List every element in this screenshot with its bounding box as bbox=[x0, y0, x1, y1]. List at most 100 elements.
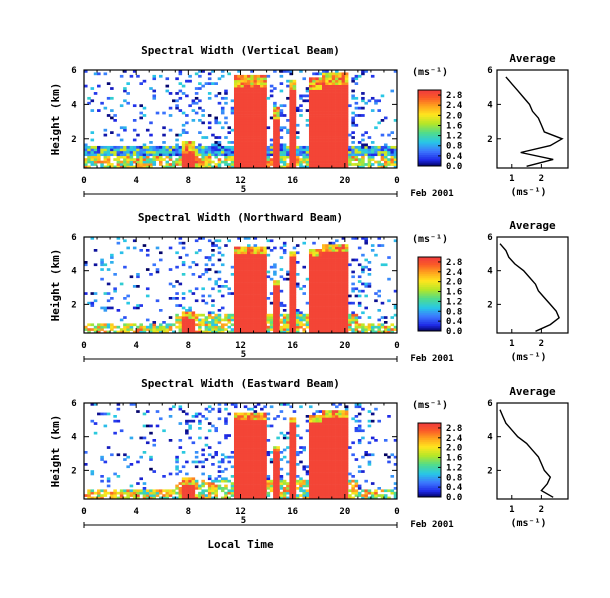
heatmap-cell bbox=[312, 318, 316, 322]
heatmap-cell bbox=[315, 494, 320, 497]
heatmap-cell bbox=[308, 87, 313, 90]
heatmap-cell bbox=[253, 431, 258, 435]
heatmap-cell bbox=[289, 311, 293, 315]
heatmap-cell bbox=[185, 150, 189, 154]
heatmap-cell bbox=[220, 323, 225, 327]
heatmap-cell bbox=[250, 251, 254, 255]
heatmap-cell bbox=[295, 131, 300, 134]
heatmap-cell bbox=[250, 479, 254, 483]
heatmap-cell bbox=[328, 158, 333, 161]
heatmap-cell bbox=[315, 294, 320, 298]
heatmap-cell bbox=[253, 89, 258, 93]
heatmap-cell bbox=[380, 148, 385, 152]
heatmap-cell bbox=[344, 289, 349, 293]
heatmap-cell bbox=[315, 496, 320, 500]
heatmap-cell bbox=[361, 70, 365, 73]
heatmap-cell bbox=[106, 155, 111, 159]
heatmap-cell bbox=[269, 292, 274, 295]
heatmap-cell bbox=[181, 482, 186, 485]
heatmap-cell bbox=[233, 114, 238, 117]
heatmap-cell bbox=[145, 268, 150, 271]
heatmap-cell bbox=[308, 251, 313, 255]
heatmap-cell bbox=[165, 330, 170, 334]
heatmap-cell bbox=[322, 484, 326, 488]
heatmap-cell bbox=[253, 163, 258, 166]
heatmap-cell bbox=[256, 431, 261, 435]
heatmap-cell bbox=[308, 455, 313, 459]
heatmap-cell bbox=[256, 246, 261, 250]
heatmap-cell bbox=[328, 479, 333, 483]
heatmap-cell bbox=[351, 123, 355, 127]
heatmap-cell bbox=[230, 163, 235, 166]
heatmap-cell bbox=[237, 443, 241, 447]
heatmap-cell bbox=[370, 96, 375, 100]
heatmap-cell bbox=[123, 316, 127, 319]
heatmap-cell bbox=[308, 304, 313, 307]
heatmap-cell bbox=[312, 265, 316, 269]
heatmap-cell bbox=[256, 487, 261, 490]
heatmap-cell bbox=[341, 77, 346, 81]
heatmap-cell bbox=[168, 323, 173, 327]
heatmap-cell bbox=[308, 263, 313, 267]
heatmap-cell bbox=[240, 106, 245, 110]
heatmap-cell bbox=[263, 106, 267, 110]
heatmap-cell bbox=[328, 321, 333, 324]
heatmap-cell bbox=[263, 114, 267, 117]
heatmap-cell bbox=[211, 496, 215, 500]
colorbar-swatch bbox=[418, 109, 441, 112]
heatmap-cell bbox=[292, 158, 297, 161]
heatmap-cell bbox=[292, 287, 297, 291]
heatmap-cell bbox=[113, 153, 117, 157]
heatmap-cell bbox=[240, 160, 245, 164]
heatmap-cell bbox=[250, 309, 254, 312]
heatmap-cell bbox=[374, 150, 378, 154]
heatmap-cell bbox=[263, 323, 267, 327]
heatmap-cell bbox=[335, 472, 339, 476]
heatmap-cell bbox=[328, 109, 333, 112]
heatmap-cell bbox=[178, 405, 183, 409]
heatmap-cell bbox=[250, 285, 254, 288]
heatmap-cell bbox=[243, 419, 248, 423]
heatmap-cell bbox=[322, 318, 326, 322]
heatmap-cell bbox=[145, 148, 150, 152]
heatmap-cell bbox=[136, 460, 140, 464]
heatmap-cell bbox=[387, 148, 391, 152]
heatmap-cell bbox=[247, 111, 251, 115]
date-label: Feb 2001 bbox=[410, 354, 453, 364]
heatmap-cell bbox=[240, 265, 245, 269]
heatmap-cell bbox=[168, 163, 173, 166]
heatmap-cell bbox=[269, 321, 274, 324]
average-profile-line bbox=[505, 76, 564, 167]
heatmap-cell bbox=[172, 491, 176, 495]
heatmap-cell bbox=[253, 482, 258, 485]
heatmap-cell bbox=[315, 101, 320, 105]
heatmap-cell bbox=[97, 148, 101, 152]
heatmap-cell bbox=[364, 258, 368, 262]
heatmap-cell bbox=[207, 153, 212, 157]
heatmap-cell bbox=[344, 96, 349, 100]
heatmap-cell bbox=[240, 328, 245, 331]
heatmap-cell bbox=[217, 403, 222, 406]
heatmap-cell bbox=[279, 89, 284, 93]
heatmap-cell bbox=[185, 158, 189, 161]
heatmap-cell bbox=[220, 111, 225, 115]
heatmap-cell bbox=[181, 297, 186, 300]
colorbar-gradient bbox=[418, 90, 441, 167]
heatmap-cell bbox=[289, 104, 293, 108]
heatmap-cell bbox=[341, 84, 346, 88]
heatmap-cell bbox=[292, 251, 297, 255]
heatmap-cell bbox=[289, 482, 293, 485]
heatmap-cell bbox=[227, 292, 232, 295]
heatmap-cell bbox=[152, 160, 157, 164]
heatmap-cell bbox=[331, 467, 336, 471]
heatmap-cell bbox=[165, 155, 170, 159]
heatmap-cell bbox=[289, 297, 293, 300]
heatmap-cell bbox=[240, 249, 245, 252]
heatmap-cell bbox=[243, 158, 248, 161]
heatmap-cell bbox=[243, 111, 248, 115]
heatmap-cell bbox=[217, 251, 222, 255]
average-title: Average bbox=[509, 52, 556, 65]
heatmap-cell bbox=[168, 489, 173, 493]
heatmap-cell bbox=[325, 417, 329, 421]
heatmap-cell bbox=[227, 145, 232, 149]
